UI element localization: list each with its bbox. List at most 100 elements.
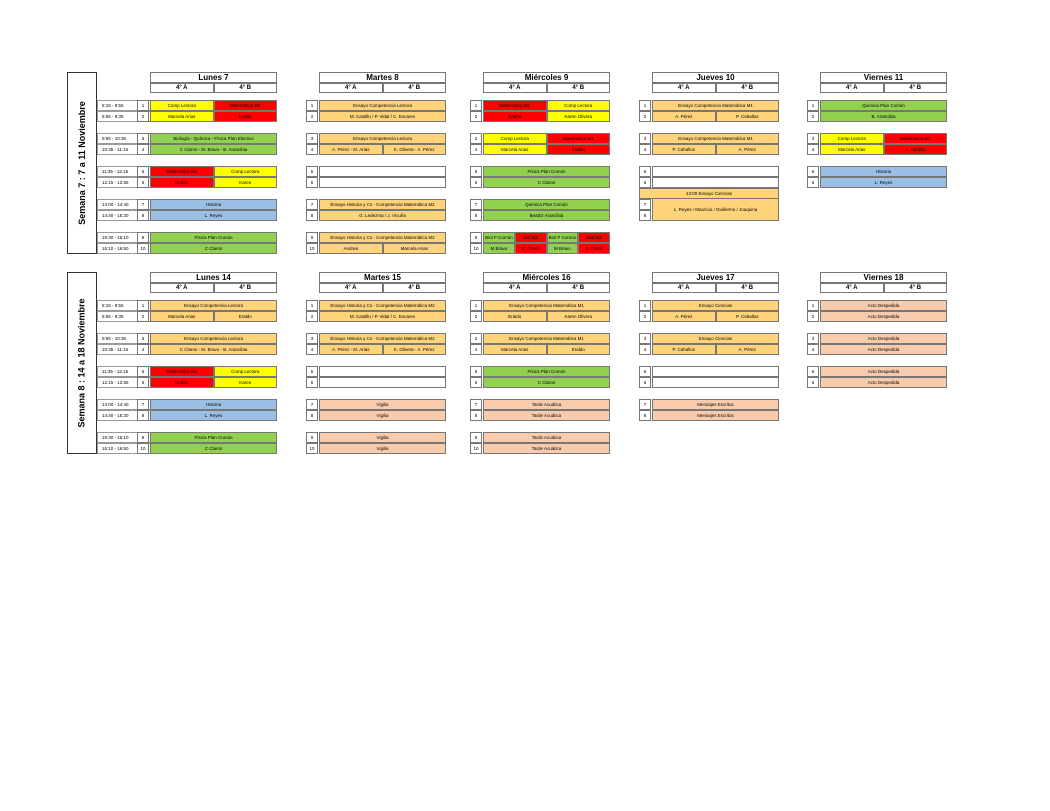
period-number: 6	[807, 377, 819, 388]
class-cell: Beatriz Arancibia	[483, 210, 610, 221]
time-slot: 16:10 - 16:50	[97, 443, 150, 454]
class-cell: M. Castillo / P. Vidal / C. Escares	[319, 311, 446, 322]
period-number: 2	[470, 111, 482, 122]
class-cell-group-b: A. Castillo	[883, 144, 947, 155]
class-cell-group-b: A. Pérez	[715, 344, 779, 355]
time-slot: 16:10 - 16:50	[97, 243, 150, 254]
period-number: 8	[137, 210, 149, 221]
class-cell: M Bravo	[483, 243, 515, 254]
period-number: 2	[306, 311, 318, 322]
period-number: 5	[137, 366, 149, 377]
period-number: 9	[137, 232, 149, 243]
period-number: 3	[470, 133, 482, 144]
class-cell-group-b: Matemática M1	[213, 100, 277, 111]
time-slot: 14:40 - 15:20	[97, 210, 150, 221]
class-cell-group-a: P. Ceballos	[652, 344, 716, 355]
period-number: 4	[639, 144, 651, 155]
group-b-header: 4° B	[382, 283, 446, 293]
class-cell-group-a: Matemática M1	[150, 166, 214, 177]
period-number: 8	[639, 410, 651, 421]
class-cell: Ensayo Competencia Matemática M1	[483, 333, 610, 344]
class-cell: Acto Despedida	[820, 300, 947, 311]
class-cell-group-a: Marcela Arias	[820, 144, 884, 155]
group-b-header: 4° B	[715, 83, 779, 93]
period-number: 2	[306, 111, 318, 122]
period-number: 6	[639, 377, 651, 388]
class-cell: Ensayo Historia y Cs - Competencia Matem…	[319, 333, 446, 344]
day-title: Lunes 14	[150, 272, 277, 283]
time-slot: 9:55 - 10:35	[97, 133, 150, 144]
class-cell: Ensayo Historia y Cs - Competencia Matem…	[319, 300, 446, 311]
time-slot: 11:35 - 12:15	[97, 366, 150, 377]
class-cell: Acto Despedida	[820, 344, 947, 355]
time-slot: 15:30 - 16:10	[97, 432, 150, 443]
period-number: 10	[306, 443, 318, 454]
class-cell-group-b: P. Ceballos	[715, 311, 779, 322]
period-number: 2	[137, 111, 149, 122]
class-cell-group-a: Eraldo	[150, 377, 214, 388]
period-number: 1	[807, 300, 819, 311]
period-number: 10	[137, 243, 149, 254]
group-b-header: 4° B	[715, 283, 779, 293]
class-cell-group-a: Eraldo	[483, 111, 547, 122]
class-cell-group-a: Eraldo	[483, 311, 547, 322]
class-cell: Historia	[150, 399, 277, 410]
group-a-header: 4° A	[652, 83, 716, 93]
class-cell: Física Plan Común	[483, 366, 610, 377]
class-cell: Acto Despedida	[820, 311, 947, 322]
class-cell: Biología - Química - Física Plan Electiv…	[150, 133, 277, 144]
class-cell	[319, 166, 446, 177]
group-a-header: 4° A	[652, 283, 716, 293]
class-cell: Mensajes Escritos	[652, 410, 779, 421]
class-cell: Ensayo Competencia Matemática M1	[652, 100, 779, 111]
class-cell	[319, 177, 446, 188]
class-cell: Tarde Acuática	[483, 399, 610, 410]
class-cell: Tarde Acuática	[483, 432, 610, 443]
class-cell: Química Plan Común	[483, 199, 610, 210]
group-b-header: 4° B	[546, 283, 610, 293]
class-cell: Biol P Común	[546, 232, 579, 243]
day-title: Miércoles 9	[483, 72, 610, 83]
class-cell: Acto Despedida	[820, 377, 947, 388]
week-label-text: Semana 7 : 7 a 11 Noviembre	[77, 101, 88, 225]
day-title: Jueves 17	[652, 272, 779, 283]
class-cell-group-a: Eraldo	[150, 177, 214, 188]
class-cell-group-a: Marcela Arias	[150, 311, 214, 322]
class-cell: Mat M2	[514, 232, 547, 243]
day-title: Martes 15	[319, 272, 446, 283]
class-cell: Física Plan Común	[150, 232, 277, 243]
period-number: 6	[470, 377, 482, 388]
group-a-header: 4° A	[483, 83, 547, 93]
period-number: 2	[470, 311, 482, 322]
class-cell: Mat M2	[578, 232, 610, 243]
week-label: Semana 7 : 7 a 11 Noviembre	[67, 72, 97, 254]
time-slot: 14:40 - 15:20	[97, 410, 150, 421]
class-cell-group-b: A. Pérez	[715, 144, 779, 155]
period-number: 5	[137, 166, 149, 177]
group-a-header: 4° A	[150, 83, 214, 93]
class-cell: Vigilia	[319, 410, 446, 421]
class-cell: Ensayo Competencia Lectora	[150, 333, 277, 344]
class-cell-group-b: Comp Lectora	[546, 100, 610, 111]
week-block: Semana 7 : 7 a 11 Noviembre 8:15 - 8:55 8:…	[67, 72, 967, 254]
period-number: 1	[639, 300, 651, 311]
period-number: 4	[306, 344, 318, 355]
class-cell-group-a: P. Ceballos	[652, 144, 716, 155]
period-number: 3	[639, 333, 651, 344]
time-slot: 12:15 - 12:55	[97, 177, 150, 188]
period-number: 7	[306, 199, 318, 210]
class-cell-group-b: Matemática M1	[883, 133, 947, 144]
class-cell-group-a: Marcela Arias	[150, 111, 214, 122]
class-cell: Ensayo Competencia Lectora	[319, 100, 446, 111]
period-number: 6	[306, 177, 318, 188]
period-number: 7	[306, 399, 318, 410]
period-number: 3	[306, 333, 318, 344]
class-cell: L. Reyes	[150, 410, 277, 421]
time-slot: 8:55 - 9:35	[97, 311, 150, 322]
class-cell: C Claros	[483, 377, 610, 388]
class-cell: M. Castillo / P. Vidal / C. Escares	[319, 111, 446, 122]
period-number: 3	[807, 133, 819, 144]
class-cell: Mensajes Escritos	[652, 399, 779, 410]
period-number: 7	[470, 199, 482, 210]
period-number: 5	[807, 166, 819, 177]
